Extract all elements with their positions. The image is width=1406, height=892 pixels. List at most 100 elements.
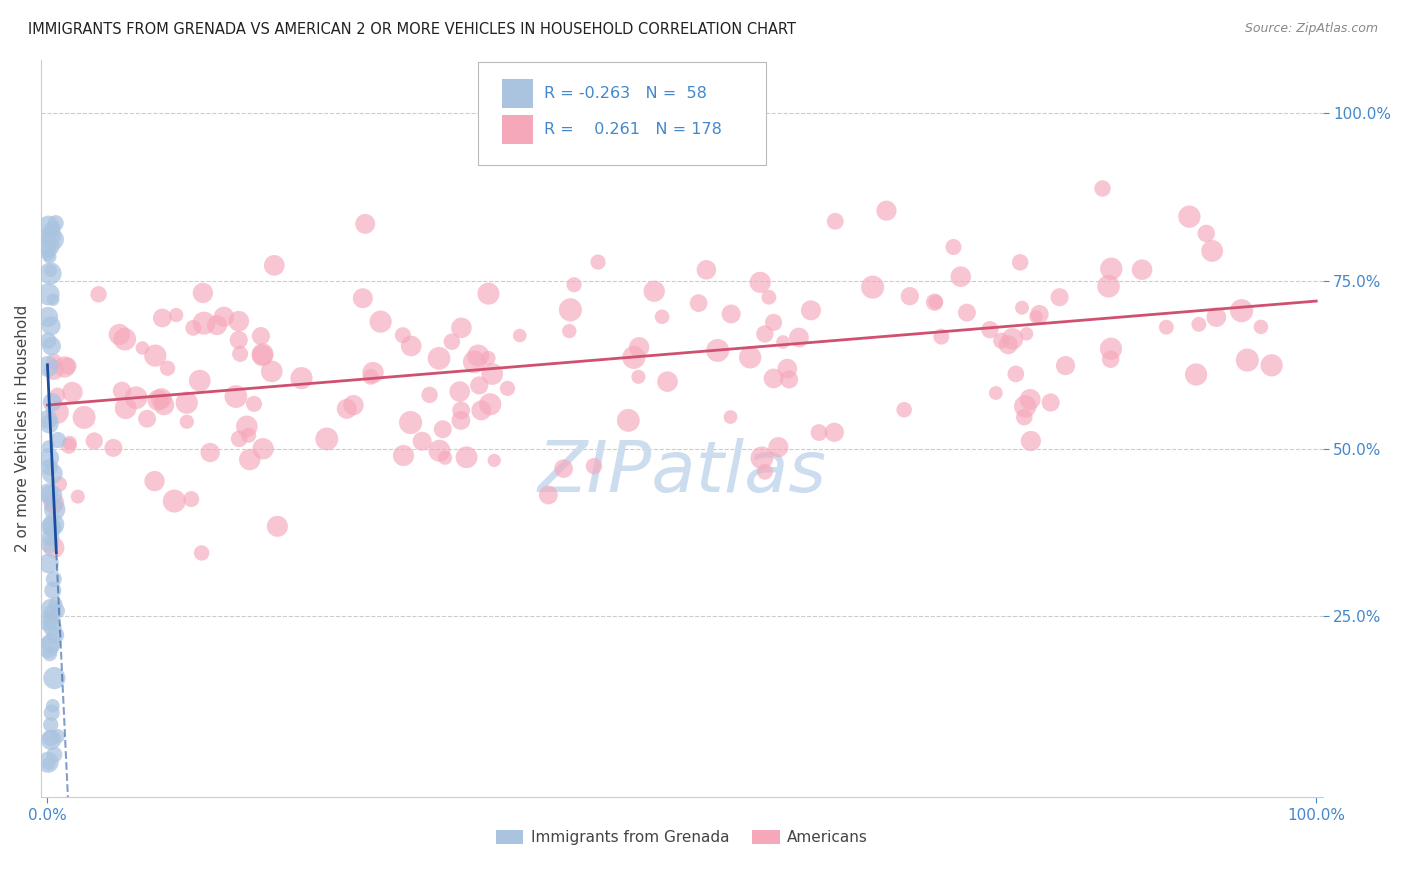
Point bbox=[623, 351, 645, 365]
Point bbox=[252, 442, 274, 456]
Point bbox=[1230, 303, 1253, 318]
Legend: Immigrants from Grenada, Americans: Immigrants from Grenada, Americans bbox=[495, 830, 868, 845]
Point bbox=[239, 452, 262, 467]
Point bbox=[463, 355, 485, 369]
Point bbox=[111, 384, 134, 398]
Point bbox=[252, 347, 274, 361]
Point bbox=[252, 349, 274, 363]
Point bbox=[370, 315, 392, 329]
Point bbox=[361, 366, 384, 380]
Point bbox=[46, 405, 69, 419]
Text: IMMIGRANTS FROM GRENADA VS AMERICAN 2 OR MORE VEHICLES IN HOUSEHOLD CORRELATION : IMMIGRANTS FROM GRENADA VS AMERICAN 2 OR… bbox=[28, 22, 796, 37]
Point bbox=[37, 485, 59, 500]
Point bbox=[39, 614, 62, 628]
Point bbox=[39, 530, 62, 544]
Point bbox=[749, 276, 772, 290]
Text: Source: ZipAtlas.com: Source: ZipAtlas.com bbox=[1244, 22, 1378, 36]
Point bbox=[41, 521, 63, 535]
Point bbox=[42, 354, 65, 368]
Point bbox=[125, 391, 148, 405]
Point bbox=[114, 401, 136, 416]
Point bbox=[73, 410, 96, 425]
Point bbox=[38, 250, 60, 264]
Point bbox=[467, 349, 489, 363]
Point bbox=[38, 287, 60, 301]
Point bbox=[150, 310, 173, 325]
Point bbox=[212, 310, 235, 324]
Point bbox=[38, 647, 60, 661]
Point bbox=[477, 286, 499, 301]
Point bbox=[39, 731, 62, 745]
Point bbox=[46, 433, 69, 447]
Point bbox=[617, 413, 640, 427]
Point bbox=[1099, 261, 1122, 276]
Point bbox=[103, 441, 125, 455]
Point bbox=[762, 371, 785, 385]
Point bbox=[260, 364, 283, 378]
Point bbox=[37, 440, 59, 454]
Point bbox=[1091, 181, 1114, 195]
Point bbox=[205, 318, 228, 332]
Point bbox=[1012, 410, 1035, 425]
Point bbox=[83, 434, 105, 448]
Point bbox=[1015, 326, 1038, 341]
Point bbox=[108, 327, 131, 342]
Point bbox=[44, 628, 66, 642]
Point bbox=[643, 284, 665, 298]
Text: R = -0.263   N =  58: R = -0.263 N = 58 bbox=[544, 87, 707, 101]
Point bbox=[758, 290, 780, 304]
Point bbox=[898, 289, 921, 303]
Point bbox=[228, 314, 250, 328]
Point bbox=[925, 295, 948, 310]
Point bbox=[198, 445, 221, 459]
Point bbox=[156, 361, 179, 376]
Point bbox=[87, 287, 110, 301]
Point bbox=[1250, 319, 1272, 334]
Point bbox=[190, 546, 212, 560]
Point bbox=[266, 519, 288, 533]
Point bbox=[1130, 262, 1153, 277]
Point bbox=[586, 255, 609, 269]
Point bbox=[38, 417, 60, 431]
Point bbox=[434, 450, 457, 465]
Point bbox=[46, 729, 69, 743]
Point bbox=[1178, 210, 1201, 224]
Point bbox=[1039, 395, 1062, 409]
Point bbox=[243, 397, 266, 411]
Point bbox=[38, 450, 60, 465]
Point bbox=[153, 398, 176, 412]
Point bbox=[1099, 352, 1122, 367]
Point bbox=[1049, 290, 1071, 304]
Point bbox=[37, 412, 59, 426]
Point bbox=[39, 229, 62, 244]
Point bbox=[740, 351, 762, 365]
Point bbox=[342, 398, 364, 412]
Point bbox=[1011, 301, 1033, 315]
Point bbox=[1025, 310, 1047, 324]
Point bbox=[39, 519, 62, 533]
Point bbox=[778, 372, 800, 386]
Point bbox=[150, 392, 173, 406]
Point bbox=[1185, 368, 1208, 382]
Point bbox=[768, 440, 790, 454]
Point bbox=[1001, 332, 1024, 346]
Point bbox=[37, 614, 59, 628]
Point bbox=[45, 216, 67, 230]
Point bbox=[823, 425, 845, 440]
Point bbox=[42, 499, 65, 513]
Point bbox=[236, 419, 259, 434]
Point bbox=[824, 214, 846, 228]
Point bbox=[496, 381, 519, 395]
Point bbox=[450, 320, 472, 334]
Point bbox=[263, 259, 285, 273]
Point bbox=[225, 390, 247, 404]
Point bbox=[1054, 359, 1077, 373]
Point bbox=[143, 474, 166, 488]
Point bbox=[706, 343, 728, 358]
Point bbox=[1028, 307, 1050, 321]
Point bbox=[42, 232, 65, 246]
Point bbox=[627, 369, 650, 384]
Point bbox=[290, 371, 312, 385]
Point bbox=[979, 323, 1001, 337]
Point bbox=[37, 242, 59, 256]
